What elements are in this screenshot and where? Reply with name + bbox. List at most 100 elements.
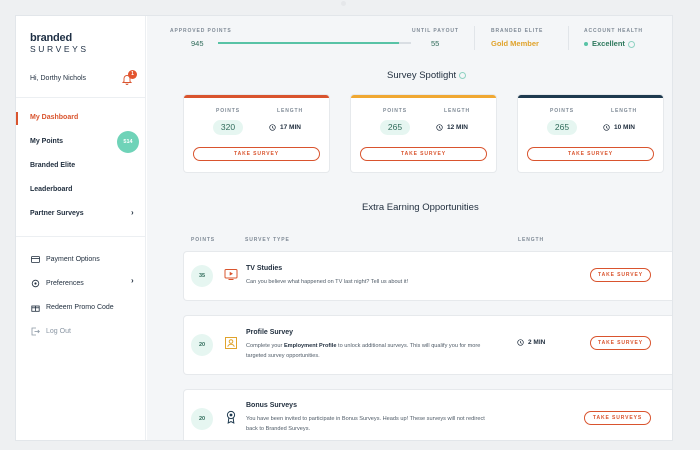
- approved-points-label: APPROVED POINTS: [170, 28, 232, 34]
- take-survey-button[interactable]: TAKE SURVEY: [590, 268, 651, 282]
- column-header-points: POINTS: [191, 237, 216, 243]
- notification-badge: 1: [128, 70, 137, 79]
- column-header-length: LENGTH: [518, 237, 544, 243]
- opportunity-row: 20 Profile Survey Complete your Employme…: [184, 316, 672, 374]
- sidebar-item-partner-surveys[interactable]: Partner Surveys: [30, 210, 84, 217]
- profile-icon: [225, 337, 237, 349]
- sidebar: branded SURVEYS Hi, Dorthy Nichols 1 My …: [16, 16, 146, 440]
- description-text: to unlock additional surveys. This will …: [246, 343, 481, 359]
- badge-icon: [226, 410, 236, 424]
- opportunity-description: You have been invited to participate in …: [246, 416, 485, 432]
- points-value: 265: [380, 120, 410, 135]
- logout-icon: [30, 326, 40, 336]
- stats-divider: [568, 26, 569, 50]
- active-indicator: [16, 112, 18, 125]
- length-text: 17 MIN: [280, 124, 301, 131]
- chevron-right-icon[interactable]: ›: [131, 208, 134, 217]
- stats-bar: APPROVED POINTS 945 UNTIL PAYOUT 55 BRAN…: [147, 16, 672, 58]
- payout-progress-bar: [218, 42, 411, 44]
- sidebar-item-label: Log Out: [46, 327, 71, 335]
- length-value: 2 MIN: [517, 339, 545, 346]
- clock-icon: [517, 339, 524, 346]
- extra-earning-heading: Extra Earning Opportunities: [362, 202, 479, 213]
- spotlight-card: POINTS LENGTH 320 17 MIN TAKE SURVEY: [184, 95, 329, 172]
- length-value: 17 MIN: [269, 124, 301, 131]
- sidebar-item-label: Preferences: [46, 279, 84, 287]
- take-surveys-button[interactable]: TAKE SURVEYS: [584, 411, 651, 425]
- points-badge: 20: [191, 334, 213, 356]
- points-badge: 514: [117, 131, 139, 153]
- opportunity-row: 35 TV Studies Can you believe what happe…: [184, 252, 672, 300]
- until-payout-label: UNTIL PAYOUT: [412, 28, 459, 34]
- length-value: 12 MIN: [436, 124, 468, 131]
- points-value: 320: [213, 120, 243, 135]
- info-icon[interactable]: [459, 71, 467, 79]
- length-text: 2 MIN: [528, 339, 546, 346]
- length-text: 12 MIN: [447, 124, 468, 131]
- employment-profile-link[interactable]: Employment Profile: [283, 343, 337, 349]
- spotlight-card: POINTS LENGTH 265 12 MIN TAKE SURVEY: [351, 95, 496, 172]
- logo-line-2: SURVEYS: [30, 44, 89, 54]
- clock-icon: [436, 124, 443, 131]
- logo[interactable]: branded SURVEYS: [30, 32, 89, 55]
- credit-card-icon: [30, 254, 40, 264]
- sidebar-item-payment-options[interactable]: Payment Options: [30, 254, 100, 264]
- until-payout-value: 55: [431, 39, 440, 48]
- approved-points-value: 945: [191, 39, 204, 48]
- sidebar-divider: [16, 97, 146, 98]
- sidebar-item-my-points[interactable]: My Points: [30, 138, 64, 145]
- sidebar-item-my-dashboard[interactable]: My Dashboard: [30, 114, 79, 121]
- opportunity-row: 20 Bonus Surveys You have been invited t…: [184, 390, 672, 440]
- sidebar-item-branded-elite[interactable]: Branded Elite: [30, 162, 76, 169]
- chevron-right-icon[interactable]: ›: [131, 276, 134, 285]
- clock-icon: [603, 124, 610, 131]
- sidebar-item-redeem-promo-code[interactable]: Redeem Promo Code: [30, 302, 114, 312]
- sidebar-divider: [16, 236, 146, 237]
- opportunity-description: Complete your Employment Profile to unlo…: [246, 342, 496, 361]
- card-accent-bar: [351, 95, 496, 98]
- info-icon[interactable]: [627, 40, 635, 48]
- column-header-survey-type: SURVEY TYPE: [245, 237, 290, 243]
- opportunity-title: Bonus Surveys: [246, 402, 297, 409]
- length-text: 10 MIN: [614, 124, 635, 131]
- sidebar-item-leaderboard[interactable]: Leaderboard: [30, 186, 73, 193]
- spotlight-card: POINTS LENGTH 265 10 MIN TAKE SURVEY: [518, 95, 663, 172]
- clock-icon: [269, 124, 276, 131]
- user-greeting: Hi, Dorthy Nichols: [30, 75, 87, 82]
- gift-icon: [30, 302, 40, 312]
- length-label: LENGTH: [444, 108, 470, 114]
- take-survey-button[interactable]: TAKE SURVEY: [360, 147, 487, 161]
- sidebar-item-preferences[interactable]: Preferences: [30, 278, 84, 288]
- account-health-status: Excellent: [584, 39, 635, 48]
- points-label: POINTS: [215, 108, 240, 114]
- payout-progress-fill: [218, 42, 400, 44]
- window-indicator: [341, 1, 346, 6]
- branded-elite-value[interactable]: Gold Member: [491, 39, 539, 48]
- description-text: Complete your: [246, 343, 284, 349]
- points-label: POINTS: [382, 108, 407, 114]
- app-window: branded SURVEYS Hi, Dorthy Nichols 1 My …: [15, 15, 673, 441]
- take-survey-button[interactable]: TAKE SURVEY: [590, 336, 651, 350]
- card-accent-bar: [518, 95, 663, 98]
- opportunity-title: TV Studies: [246, 265, 283, 272]
- length-value: 10 MIN: [603, 124, 635, 131]
- tv-icon: [224, 269, 238, 280]
- take-survey-button[interactable]: TAKE SURVEY: [527, 147, 654, 161]
- points-badge: 20: [191, 408, 213, 430]
- points-badge: 35: [191, 265, 213, 287]
- card-accent-bar: [184, 95, 329, 98]
- main-content: APPROVED POINTS 945 UNTIL PAYOUT 55 BRAN…: [147, 16, 672, 440]
- sidebar-item-label: Payment Options: [46, 255, 100, 263]
- stats-divider: [474, 26, 475, 50]
- take-survey-button[interactable]: TAKE SURVEY: [193, 147, 320, 161]
- logo-line-1: branded: [30, 32, 72, 44]
- length-label: LENGTH: [277, 108, 303, 114]
- points-label: POINTS: [549, 108, 574, 114]
- opportunity-description: Can you believe what happened on TV last…: [246, 279, 409, 285]
- section-title-text: Survey Spotlight: [387, 70, 457, 81]
- gear-icon: [30, 278, 40, 288]
- branded-elite-label: BRANDED ELITE: [491, 28, 544, 34]
- sidebar-item-log-out[interactable]: Log Out: [30, 326, 71, 336]
- points-value: 265: [547, 120, 577, 135]
- account-health-value: Excellent: [592, 39, 625, 48]
